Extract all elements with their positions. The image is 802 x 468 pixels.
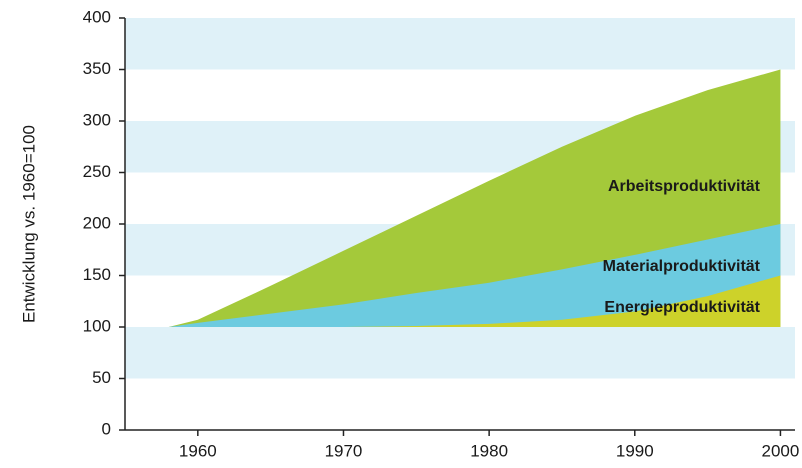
area <box>168 275 781 327</box>
y-tick-label: 150 <box>83 265 111 284</box>
grid-band <box>125 18 795 70</box>
x-tick-label: 1980 <box>470 441 508 460</box>
series-label: Materialproduktivität <box>603 258 761 275</box>
x-tick-label: 1970 <box>325 441 363 460</box>
series-label: Arbeitsproduktivität <box>608 178 761 195</box>
x-tick-label: 1960 <box>179 441 217 460</box>
y-tick-label: 100 <box>83 316 111 335</box>
y-tick-label: 300 <box>83 110 111 129</box>
y-tick-label: 400 <box>83 7 111 26</box>
x-tick-label: 1990 <box>616 441 654 460</box>
y-tick-label: 250 <box>83 162 111 181</box>
y-tick-label: 350 <box>83 59 111 78</box>
series-label: Energieproduktivität <box>604 299 760 316</box>
y-axis-label: Entwicklung vs. 1960=100 <box>19 125 38 323</box>
y-tick-label: 0 <box>102 419 111 438</box>
y-tick-label: 200 <box>83 213 111 232</box>
y-tick-label: 50 <box>92 368 111 387</box>
x-tick-label: 2000 <box>762 441 800 460</box>
area <box>168 224 781 327</box>
grid-band <box>125 327 795 379</box>
